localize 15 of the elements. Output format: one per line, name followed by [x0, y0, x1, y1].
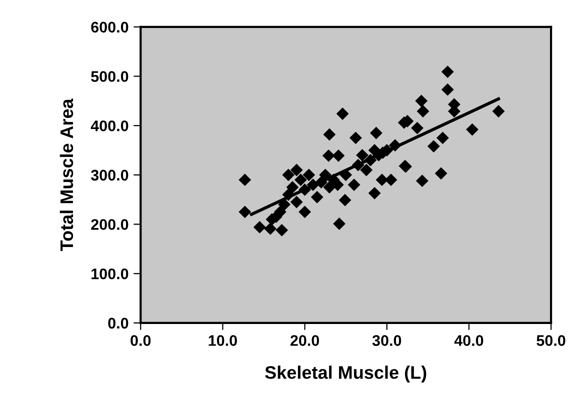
x-tick-label: 50.0 — [536, 335, 566, 346]
x-tick-label: 20.0 — [290, 335, 320, 346]
x-axis-title: Skeletal Muscle (L) — [265, 366, 426, 382]
y-tick-label: 200.0 — [91, 219, 128, 230]
y-tick-label: 600.0 — [91, 22, 128, 33]
y-tick-label: 500.0 — [91, 71, 128, 82]
x-tick-label: 10.0 — [208, 335, 237, 346]
x-tick-label: 40.0 — [454, 335, 484, 346]
y-tick-label: 100.0 — [92, 268, 128, 280]
y-axis-title: Total Muscle Area — [60, 98, 74, 251]
y-tick-label: 400.0 — [90, 120, 128, 132]
y-tick-label: 300.0 — [90, 170, 128, 181]
x-tick-label: 30.0 — [372, 335, 402, 346]
x-tick-label: 0.0 — [130, 335, 151, 346]
y-tick-label: 0.0 — [108, 318, 128, 329]
